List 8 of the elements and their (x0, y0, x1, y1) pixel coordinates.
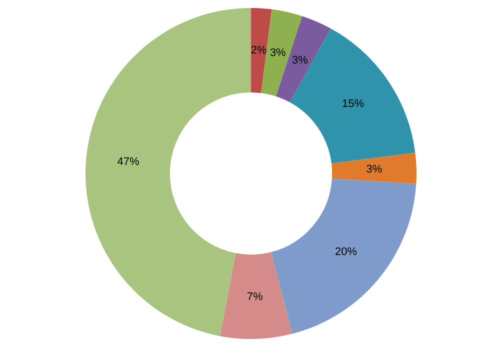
data-label: 7% (246, 290, 264, 303)
data-label: 47% (117, 156, 140, 168)
data-label: 3% (270, 47, 286, 60)
data-label: 2% (250, 44, 267, 56)
data-label: 3% (366, 164, 382, 176)
data-label: 3% (292, 54, 308, 66)
data-label: 20% (334, 246, 358, 258)
data-label: 15% (342, 98, 364, 110)
